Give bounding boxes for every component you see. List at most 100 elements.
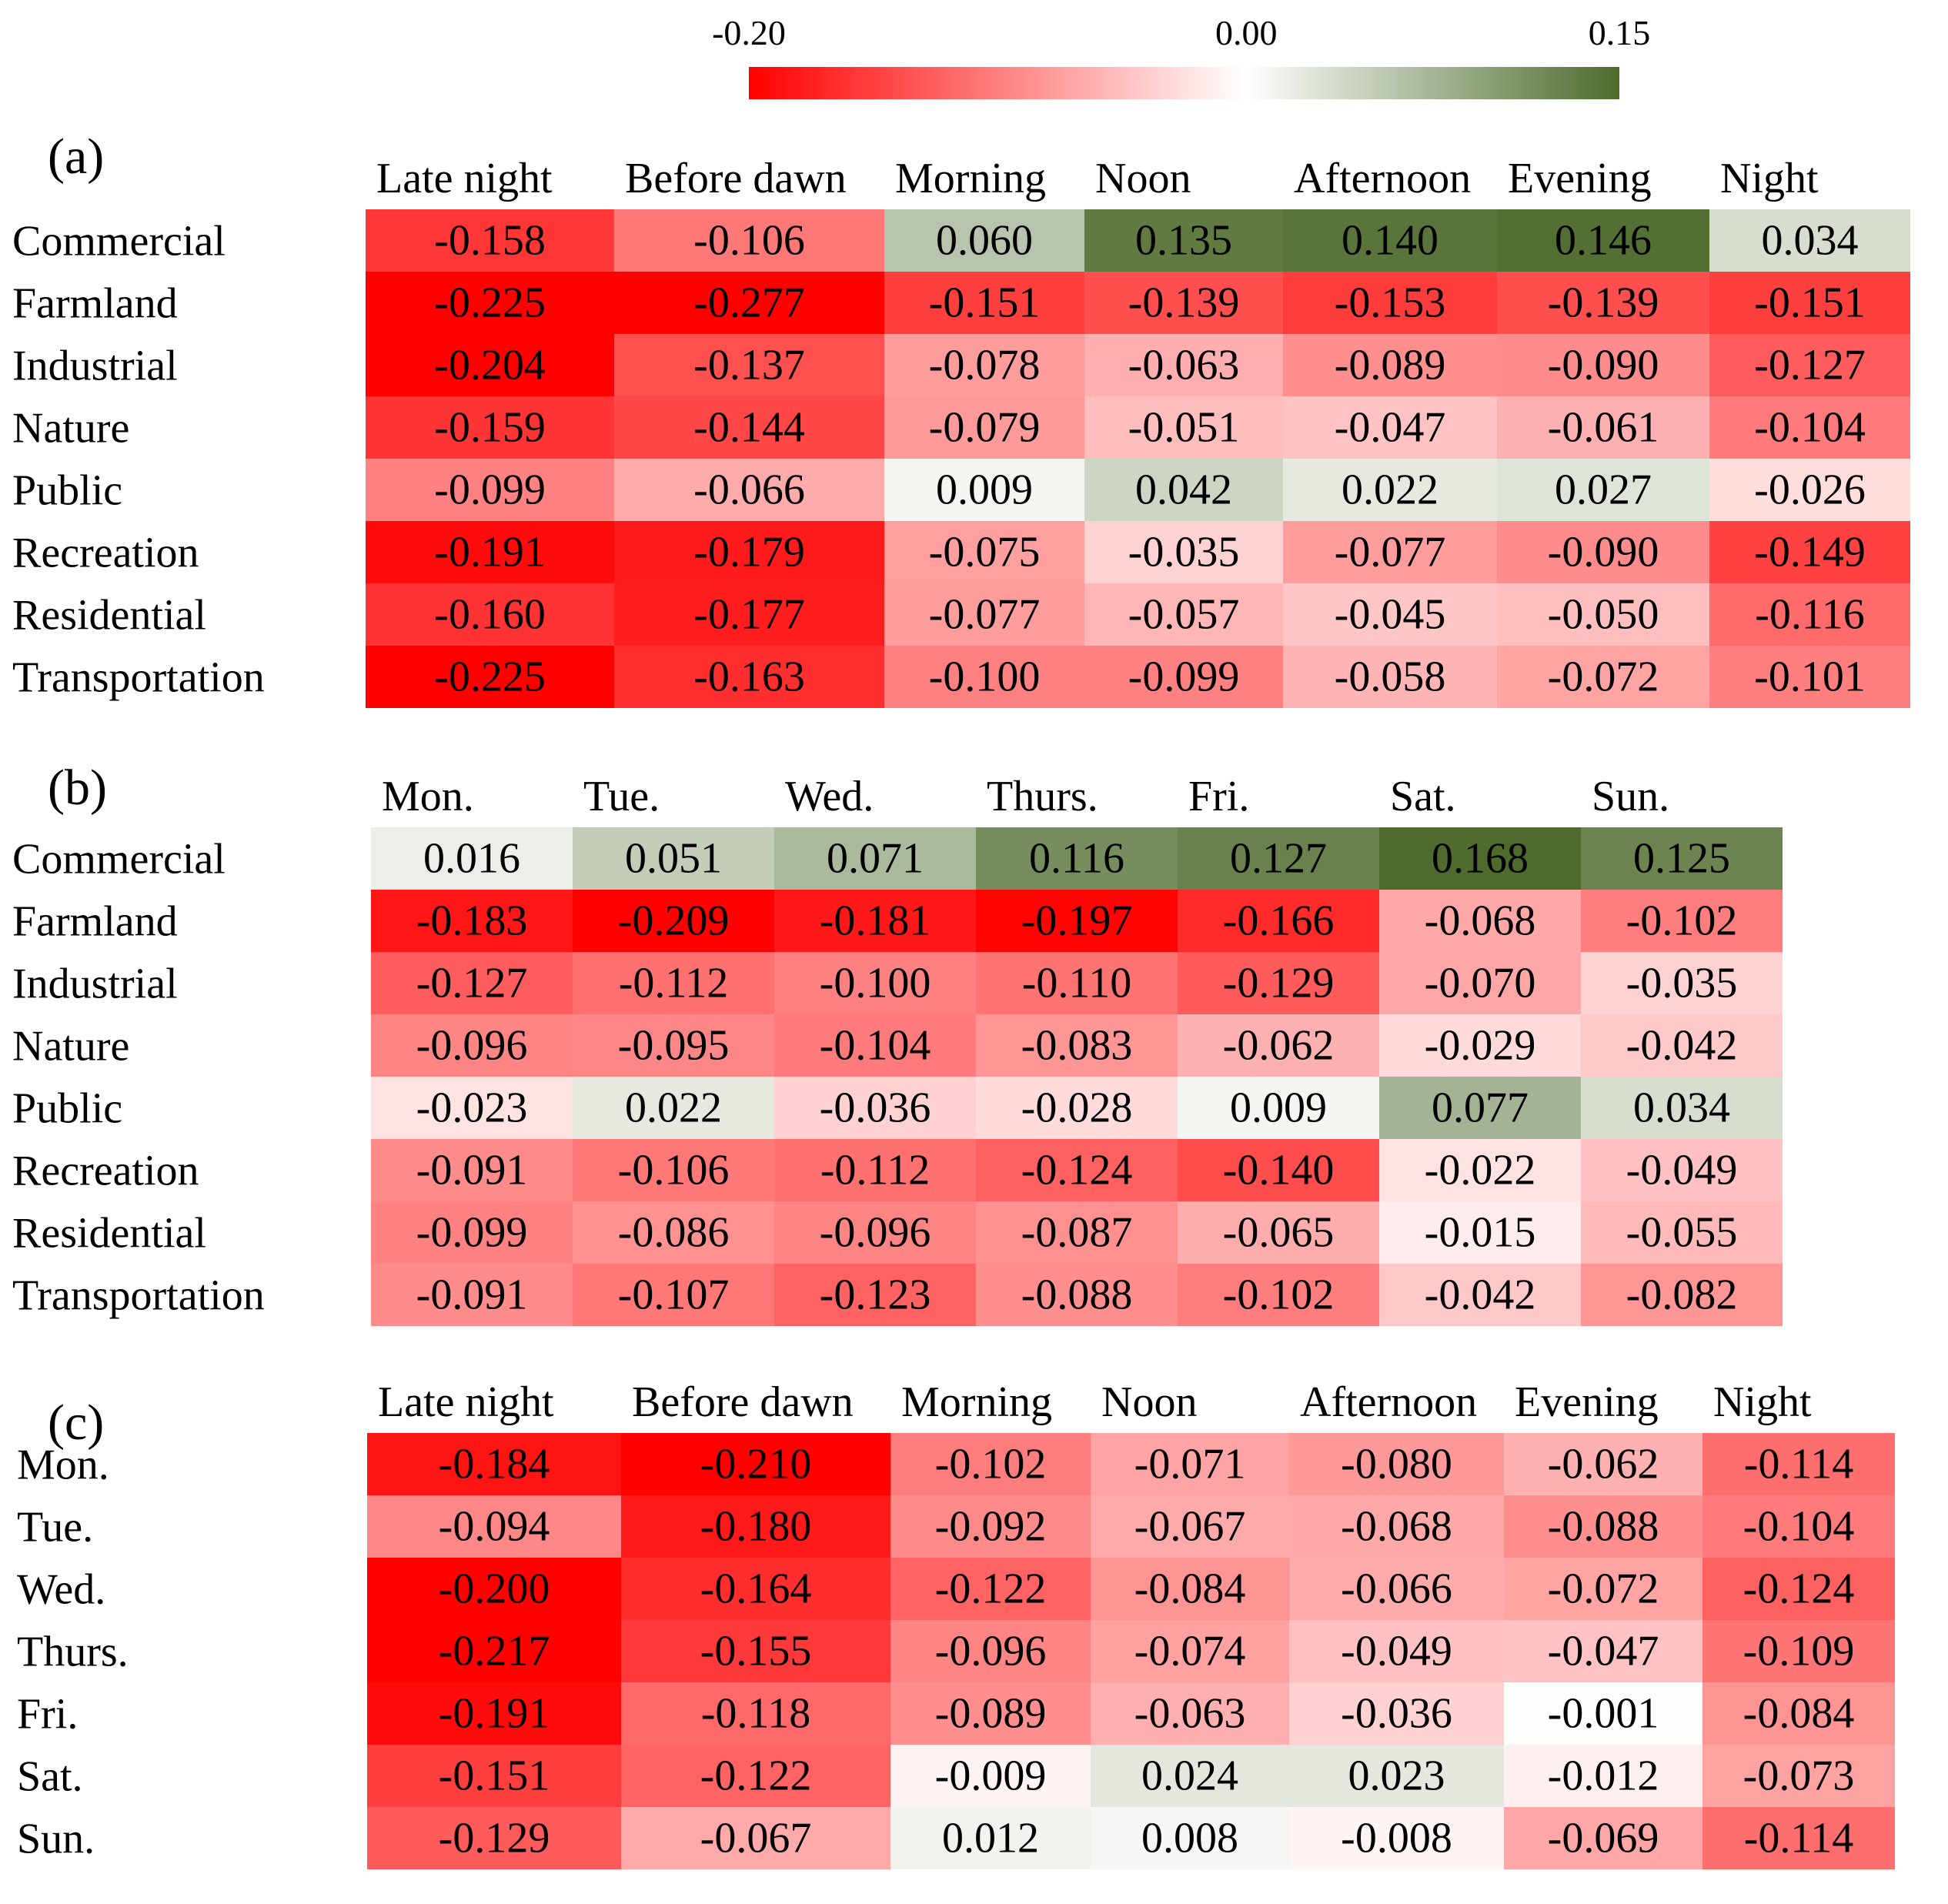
heatmap-cell (1379, 1014, 1581, 1077)
row-label: Mon. (17, 1441, 109, 1489)
heatmap-cell (890, 1558, 1091, 1620)
heatmap-cell (1289, 1620, 1504, 1682)
cell-value-label: 0.060 (936, 217, 1033, 265)
row-label: Wed. (17, 1566, 105, 1614)
cell-value-label: -0.090 (1548, 342, 1659, 389)
heatmap-cell (1084, 272, 1283, 334)
cell-value-label: -0.092 (935, 1503, 1047, 1551)
cell-value-label: -0.077 (1335, 529, 1446, 576)
cell-value-label: -0.035 (1626, 960, 1738, 1007)
column-label: Night (1713, 1378, 1812, 1426)
cell-value-label: -0.066 (693, 466, 805, 514)
heatmap-cell (614, 583, 884, 646)
cell-value-label: 0.022 (625, 1084, 722, 1132)
heatmap-cell (1289, 1807, 1504, 1869)
heatmap-cell (890, 1745, 1091, 1807)
cell-value-label: -0.042 (1626, 1022, 1738, 1070)
heatmap-cell (1581, 1014, 1783, 1077)
heatmap-cell (573, 1201, 774, 1264)
cell-value-label: 0.034 (1762, 217, 1859, 265)
cell-value-label: -0.104 (1754, 404, 1866, 452)
cell-value-label: -0.066 (1341, 1565, 1452, 1613)
row-label: Tue. (17, 1504, 93, 1552)
heatmap-cell (366, 272, 614, 334)
cell-value-label: -0.088 (1548, 1503, 1659, 1551)
cell-value-label: -0.072 (1548, 1565, 1659, 1613)
cell-value-label: -0.100 (820, 960, 931, 1007)
heatmap-cell (774, 1139, 976, 1201)
row-label: Sat. (17, 1753, 83, 1801)
heatmap-cell (367, 1433, 621, 1495)
row-label: Fri. (17, 1691, 78, 1739)
cell-value-label: -0.100 (929, 653, 1041, 701)
heatmap-cell (1709, 272, 1910, 334)
heatmap-cell (573, 1139, 774, 1201)
cell-value-label: -0.008 (1341, 1815, 1452, 1862)
cell-value-label: -0.057 (1128, 591, 1240, 639)
cell-value-label: 0.012 (942, 1815, 1039, 1862)
heatmap-cell (621, 1745, 890, 1807)
colorbar-tick-label: 0.15 (1589, 13, 1651, 52)
cell-value-label: -0.045 (1335, 591, 1446, 639)
heatmap-panel-a: (a) Late night Before dawn Morning Noon After… (12, 129, 1910, 708)
cell-value-label: -0.197 (1021, 897, 1133, 945)
heatmap-cell (573, 1014, 774, 1077)
heatmap-cell (1379, 1201, 1581, 1264)
heatmap-cell (1091, 1745, 1289, 1807)
cell-value-label: -0.075 (929, 529, 1041, 576)
cell-value-label: 0.077 (1432, 1084, 1529, 1132)
heatmap-panels: (a) Late night Before dawn Morning Noon After… (12, 129, 1910, 1869)
heatmap-cell (976, 1139, 1178, 1201)
column-label: Afternoon (1294, 155, 1471, 202)
heatmap-cell (976, 1014, 1178, 1077)
heatmap-cell (1581, 1201, 1783, 1264)
heatmap-cell (1702, 1495, 1895, 1558)
heatmap-cell (1091, 1558, 1289, 1620)
cell-value-label: -0.122 (700, 1752, 812, 1800)
column-label: Morning (901, 1378, 1052, 1426)
heatmap-cell (366, 521, 614, 583)
heatmap-cell (1283, 521, 1497, 583)
cell-value-label: -0.015 (1425, 1209, 1536, 1257)
cell-value-label: -0.049 (1626, 1147, 1738, 1194)
heatmap-cell (621, 1495, 890, 1558)
heatmap-cell (884, 646, 1084, 708)
heatmap-cell (1289, 1495, 1504, 1558)
heatmap-cell (1289, 1745, 1504, 1807)
heatmap-cell (1581, 952, 1783, 1014)
cell-value-label: -0.114 (1744, 1815, 1854, 1862)
cell-value-label: -0.099 (416, 1209, 528, 1257)
heatmap-cell (1709, 209, 1910, 272)
cell-value-label: -0.155 (700, 1628, 812, 1675)
cell-value-label: -0.102 (1223, 1271, 1335, 1319)
cell-value-label: -0.217 (439, 1628, 550, 1675)
heatmap-cell (614, 521, 884, 583)
heatmap-cell (1702, 1433, 1895, 1495)
cell-value-label: -0.102 (935, 1441, 1047, 1488)
cell-value-label: 0.168 (1432, 835, 1529, 883)
row-label: Recreation (12, 529, 199, 577)
heatmap-cell (621, 1682, 890, 1745)
cell-value-label: -0.069 (1548, 1815, 1659, 1862)
heatmap-cell (884, 272, 1084, 334)
cell-value-label: -0.091 (416, 1271, 528, 1319)
heatmap-cell (1178, 1077, 1379, 1139)
heatmap-cell (890, 1495, 1091, 1558)
cell-value-label: -0.129 (439, 1815, 550, 1862)
cell-value-label: -0.109 (1743, 1628, 1855, 1675)
heatmap-cell (1709, 583, 1910, 646)
heatmap-cell (1091, 1620, 1289, 1682)
column-label: Late night (378, 1378, 554, 1426)
heatmap-cell (371, 1014, 573, 1077)
heatmap-cell (976, 952, 1178, 1014)
cell-value-label: 0.023 (1348, 1752, 1445, 1800)
heatmap-cell (1702, 1620, 1895, 1682)
heatmap-cell (367, 1620, 621, 1682)
heatmap-cell (1709, 459, 1910, 521)
heatmap-cell (774, 952, 976, 1014)
heatmap-cell (1379, 827, 1581, 890)
cell-value-label: 0.051 (625, 835, 722, 883)
cell-value-label: -0.073 (1743, 1752, 1855, 1800)
cell-value-label: -0.074 (1134, 1628, 1246, 1675)
heatmap-cell (366, 459, 614, 521)
